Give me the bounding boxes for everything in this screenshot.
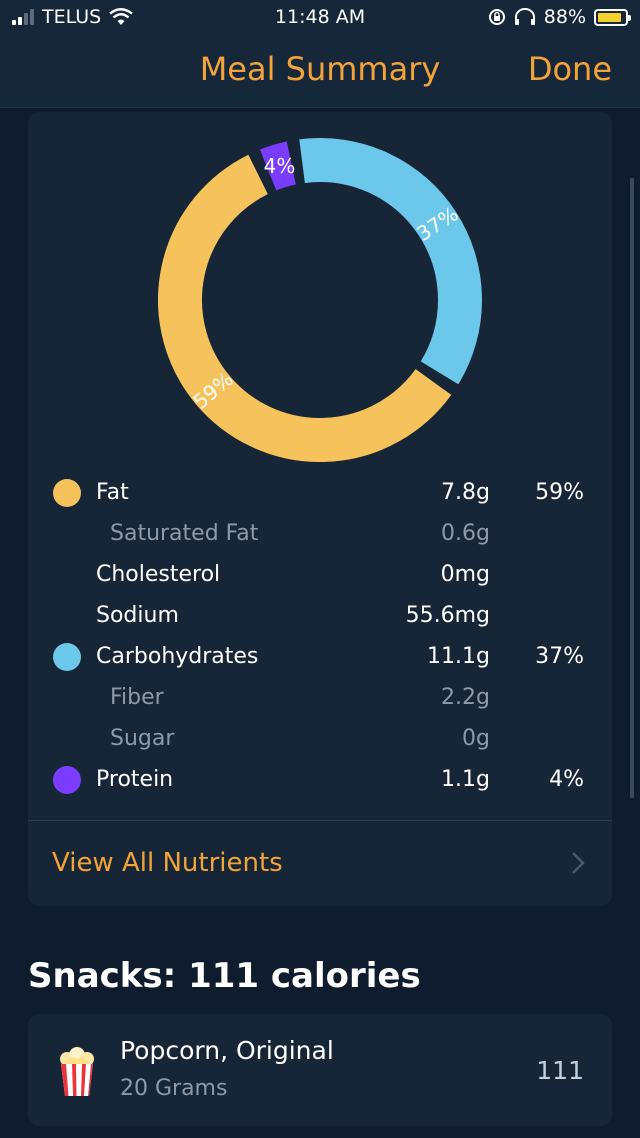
nutrient-row: Carbohydrates 11.1g 37%: [28, 637, 612, 677]
nutrient-row: Sodium 55.6mg: [28, 596, 612, 636]
legend-dot: [53, 766, 81, 794]
food-name: Popcorn, Original: [120, 1036, 334, 1065]
food-quantity: 20 Grams: [120, 1076, 228, 1101]
headphones-icon: [514, 8, 535, 25]
nutrient-amount: 0mg: [440, 562, 490, 587]
rotation-lock-icon: [488, 9, 505, 25]
nav-bar: Meal Summary Done: [0, 36, 640, 108]
nutrient-name: Fat: [96, 480, 129, 505]
status-left: TELUS: [12, 6, 133, 28]
legend-dot: [53, 479, 81, 507]
nutrient-amount: 2.2g: [441, 685, 490, 710]
battery-percent: 88%: [543, 6, 586, 28]
done-button[interactable]: Done: [527, 50, 612, 88]
status-right: 88%: [488, 6, 631, 28]
popcorn-icon: [60, 1047, 94, 1096]
nutrient-percent: 59%: [535, 480, 584, 505]
nutrient-row: Fiber 2.2g: [28, 678, 612, 718]
donut-slice-carbohydrates: [299, 138, 482, 385]
donut-slice-fat: [158, 154, 452, 462]
nutrient-amount: 1.1g: [441, 767, 490, 792]
carrier-name: TELUS: [42, 6, 102, 28]
donut-slice-protein: [259, 141, 297, 191]
nutrient-name: Sodium: [96, 603, 179, 628]
wifi-icon: [109, 8, 133, 25]
page-title: Meal Summary: [199, 50, 441, 88]
status-time: 11:48 AM: [274, 6, 366, 28]
nutrient-amount: 0.6g: [441, 521, 490, 546]
scroll-indicator[interactable]: [630, 178, 634, 798]
view-all-nutrients-label: View All Nutrients: [52, 848, 283, 878]
macro-summary-card: 4% 37% 59% Fat 7.8g 59% Saturated Fat 0.6g Chol…: [28, 112, 612, 906]
nutrient-percent: 4%: [549, 767, 584, 792]
donut-label-protein: 4%: [264, 154, 296, 178]
nutrient-name: Protein: [96, 767, 174, 792]
food-calories: 111: [536, 1056, 584, 1085]
food-item-popcorn[interactable]: Popcorn, Original 20 Grams 111: [28, 1014, 612, 1126]
nutrient-name: Carbohydrates: [96, 644, 259, 669]
view-all-nutrients-button[interactable]: View All Nutrients: [28, 821, 612, 906]
nutrient-row: Sugar 0g: [28, 719, 612, 759]
divider: [28, 820, 612, 821]
snacks-section-title: Snacks: 111 calories: [28, 956, 421, 996]
nutrient-amount: 55.6mg: [405, 603, 490, 628]
nutrient-row: Saturated Fat 0.6g: [28, 514, 612, 554]
nutrient-amount: 0g: [462, 726, 490, 751]
nutrient-amount: 7.8g: [441, 480, 490, 505]
nutrient-row: Fat 7.8g 59%: [28, 473, 612, 513]
legend-dot: [53, 643, 81, 671]
chevron-right-icon: [572, 852, 585, 874]
nutrient-percent: 37%: [535, 644, 584, 669]
nutrient-name: Sugar: [110, 726, 175, 751]
status-bar: TELUS 11:48 AM 88%: [0, 0, 640, 36]
signal-icon: [12, 9, 34, 25]
battery-icon: [594, 8, 631, 26]
nutrient-amount: 11.1g: [427, 644, 490, 669]
macro-donut-chart: 4%37%59%: [158, 138, 482, 462]
nutrient-name: Cholesterol: [96, 562, 221, 587]
nutrient-row: Protein 1.1g 4%: [28, 760, 612, 800]
nutrient-name: Saturated Fat: [110, 521, 259, 546]
nutrient-row: Cholesterol 0mg: [28, 555, 612, 595]
nutrient-name: Fiber: [110, 685, 164, 710]
